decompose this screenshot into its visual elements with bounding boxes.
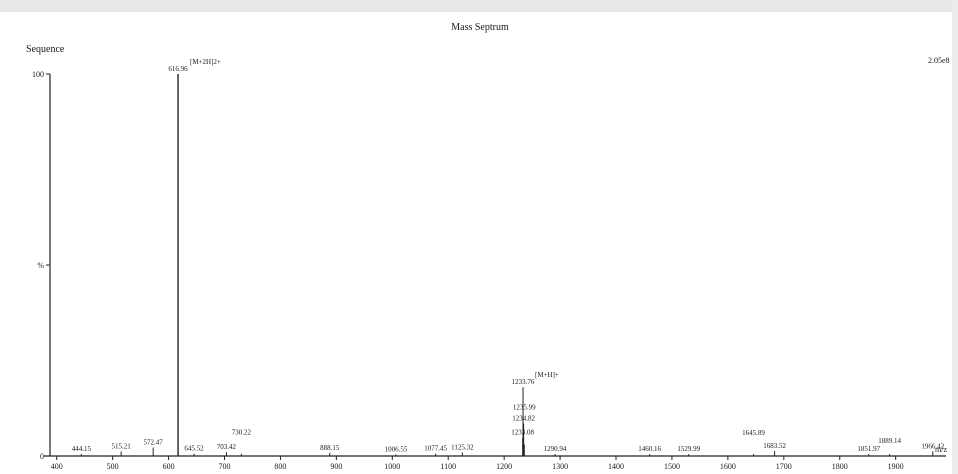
x-axis-ticks: 400 500 600 700 800 900 1000 1100 1200 1300 1400 15… (51, 456, 904, 471)
peak-labels: 616.96 1233.76 1234.82 1233.08 1235.99 572.47… (72, 65, 945, 453)
annotation-1: [M+H]+ (535, 371, 559, 379)
peak-label-1: 515.21 (112, 442, 132, 450)
peak-label-20: 1851.97 (857, 445, 880, 453)
peak-label-8: 1006.55 (385, 445, 408, 453)
peak-label-5: 703.42 (217, 443, 237, 451)
peak-label-6: 730.22 (232, 429, 252, 437)
peak-label-19: 1683.52 (763, 442, 786, 450)
x-tick-label-7: 1100 (440, 462, 456, 471)
spectrum-peaks (80, 74, 934, 456)
x-axis-unit-label: m/z (935, 445, 947, 454)
y-tick-label-1: % (37, 261, 44, 270)
scan-right-band (952, 0, 958, 474)
x-tick-label-5: 900 (330, 462, 342, 471)
peak-label-14: 1235.99 (513, 404, 536, 412)
peak-label-18: 1645.89 (742, 429, 765, 437)
peak-label-3: 616.96 (168, 65, 188, 73)
peak-annotations: [M+2H]2+ [M+H]+ (190, 58, 559, 379)
x-tick-label-2: 600 (163, 462, 175, 471)
scale-label: 2.05e8 (928, 56, 950, 65)
peak-label-7: 888.15 (320, 444, 340, 452)
peak-label-2: 572.47 (144, 439, 164, 447)
x-tick-label-3: 700 (219, 462, 231, 471)
x-tick-label-0: 400 (51, 462, 63, 471)
scan-top-band (0, 0, 958, 12)
y-tick-label-0: 100 (32, 70, 44, 79)
peak-label-9: 1077.45 (424, 445, 447, 453)
peak-label-17: 1529.99 (677, 445, 700, 453)
peak-label-11: 1233.08 (511, 429, 534, 437)
peak-label-22: 1966.42 (921, 442, 944, 450)
x-tick-label-9: 1300 (552, 462, 568, 471)
peak-label-10: 1125.32 (451, 444, 474, 452)
x-tick-label-12: 1600 (720, 462, 736, 471)
x-tick-label-11: 1500 (664, 462, 680, 471)
x-tick-label-15: 1900 (888, 462, 904, 471)
x-tick-label-8: 1200 (496, 462, 512, 471)
x-tick-label-6: 1000 (384, 462, 400, 471)
x-tick-label-4: 800 (274, 462, 286, 471)
x-tick-label-13: 1700 (776, 462, 792, 471)
peak-label-15: 1290.94 (544, 445, 567, 453)
peak-label-13: 1234.82 (512, 415, 535, 423)
x-tick-label-1: 500 (107, 462, 119, 471)
peak-label-21: 1889.14 (878, 437, 901, 445)
axes (44, 74, 946, 457)
x-tick-label-10: 1400 (608, 462, 624, 471)
y-axis-ticks: 100% 0 (32, 70, 50, 461)
annotation-0: [M+2H]2+ (190, 58, 221, 66)
peak-label-12: 1233.76 (512, 378, 535, 386)
peak-label-16: 1460.16 (638, 445, 661, 453)
x-tick-label-14: 1800 (832, 462, 848, 471)
peak-label-4: 645.52 (184, 445, 204, 453)
peak-label-0: 444.15 (72, 445, 92, 453)
y-axis-title: Sequence (26, 44, 65, 55)
y-tick-label-2: 0 (40, 452, 44, 461)
chart-title: Mass Septrum (451, 22, 509, 33)
